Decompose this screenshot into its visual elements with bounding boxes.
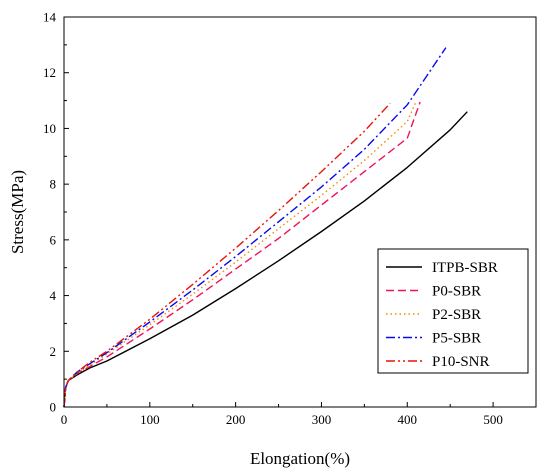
x-tick-label: 200 — [226, 412, 246, 427]
x-axis-ticks: 0 100 200 300 400 500 — [61, 402, 503, 427]
legend-label-p5-sbr: P5-SBR — [432, 331, 481, 347]
x-tick-label: 400 — [398, 412, 418, 427]
y-tick-label: 6 — [50, 232, 57, 247]
y-axis-ticks: 0 2 4 6 8 10 12 14 — [43, 10, 69, 415]
plot-lines — [63, 47, 468, 408]
x-tick-label: 300 — [312, 412, 332, 427]
y-tick-label: 10 — [43, 121, 56, 136]
legend-label-p0-sbr: P0-SBR — [432, 284, 481, 300]
legend-label-p2-sbr: P2-SBR — [432, 307, 481, 323]
legend: ITPB-SBR P0-SBR P2-SBR P5-SBR P10-SNR — [377, 248, 529, 374]
legend-box — [377, 248, 529, 374]
legend-label-itpb-sbr: ITPB-SBR — [432, 260, 498, 276]
y-tick-label: 8 — [50, 177, 57, 192]
x-tick-label: 0 — [61, 412, 68, 427]
x-tick-label: 500 — [483, 412, 503, 427]
legend-label-p10-snr: P10-SNR — [432, 354, 490, 370]
y-tick-label: 4 — [50, 288, 57, 303]
y-tick-label: 14 — [43, 10, 57, 25]
y-tick-label: 2 — [50, 344, 57, 359]
x-tick-label: 100 — [140, 412, 160, 427]
x-axis-title: Elongation(%) — [250, 449, 350, 468]
y-axis-title: Stress(MPa) — [8, 170, 27, 254]
y-tick-label: 0 — [50, 400, 57, 415]
y-tick-label: 12 — [43, 65, 56, 80]
series-line-p10-snr — [63, 102, 391, 408]
